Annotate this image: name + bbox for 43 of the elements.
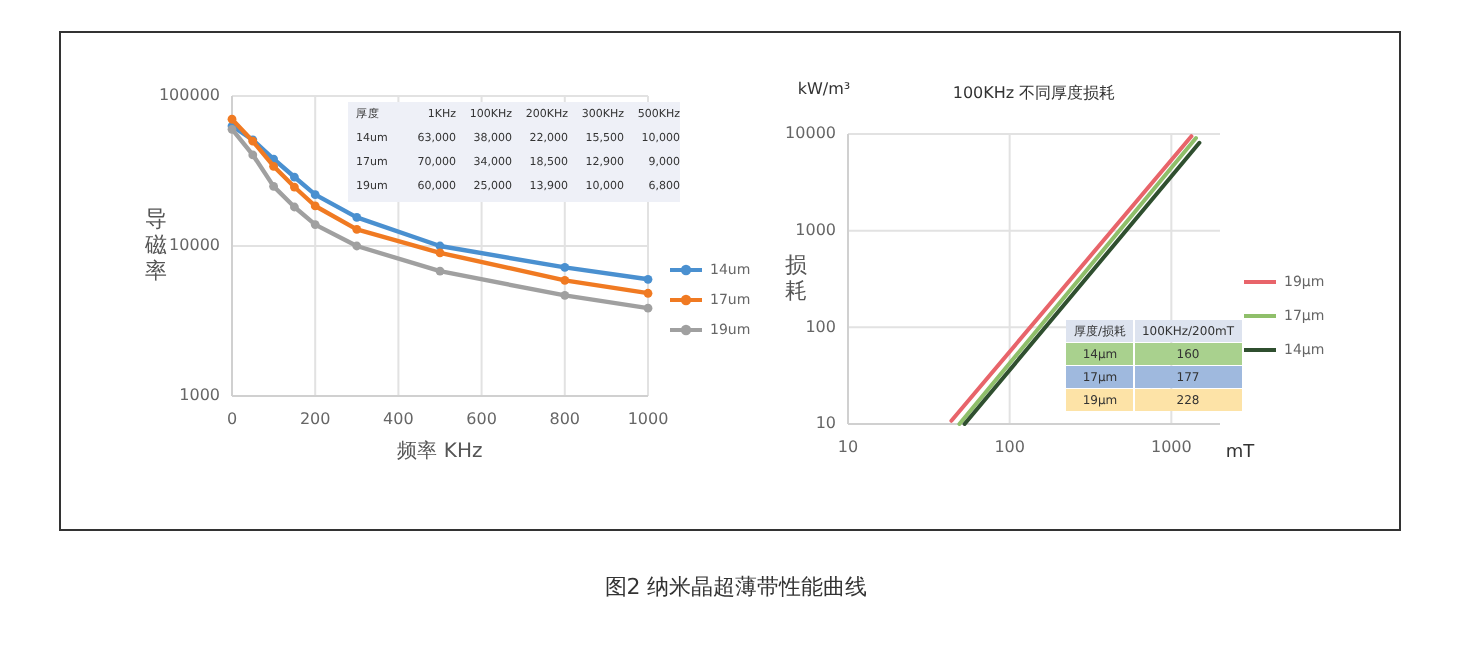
point [560, 263, 570, 272]
x-tick-label: 200 [299, 410, 331, 429]
x-tick-label: 0 [226, 410, 238, 429]
y-axis-title: 损耗 [785, 252, 807, 305]
point [290, 182, 299, 192]
point [435, 266, 445, 276]
point [248, 150, 258, 160]
point [269, 161, 278, 171]
y-tick-label: 100000 [158, 86, 220, 105]
x-tick-label: 600 [466, 410, 497, 429]
y-tick-label: 10000 [785, 124, 836, 143]
point [435, 248, 445, 258]
point [290, 202, 299, 212]
x-tick-label: 1000 [627, 410, 669, 429]
y-tick-label: 1000 [795, 221, 836, 240]
y-tick-label: 10000 [169, 236, 220, 255]
point [269, 181, 278, 191]
point [560, 290, 570, 300]
x-axis-title: mT [1225, 442, 1256, 463]
y-axis-title: 导磁率 [143, 206, 167, 285]
x-axis-title: 频率 KHz [397, 439, 483, 464]
point [352, 241, 362, 251]
point [352, 213, 362, 222]
point [310, 201, 320, 211]
point [643, 303, 653, 313]
x-tick-label: 1000 [1150, 438, 1192, 457]
x-tick-label: 10 [837, 438, 859, 457]
chart-title: 100KHz 不同厚度损耗 [952, 84, 1116, 103]
point [310, 190, 320, 200]
point [643, 274, 653, 284]
x-tick-label: 400 [383, 410, 414, 429]
x-tick-label: 100 [994, 438, 1025, 457]
point [310, 220, 320, 229]
x-tick-label: 800 [549, 410, 581, 429]
point [227, 114, 237, 124]
y-tick-label: 1000 [179, 386, 220, 405]
point [643, 288, 653, 298]
text: kW/m³ [797, 80, 851, 99]
point [290, 172, 299, 182]
point [560, 275, 570, 285]
caption: 图2 纳米晶超薄带性能曲线 [604, 574, 868, 601]
point [352, 225, 362, 234]
y-tick-label: 100 [805, 317, 836, 336]
